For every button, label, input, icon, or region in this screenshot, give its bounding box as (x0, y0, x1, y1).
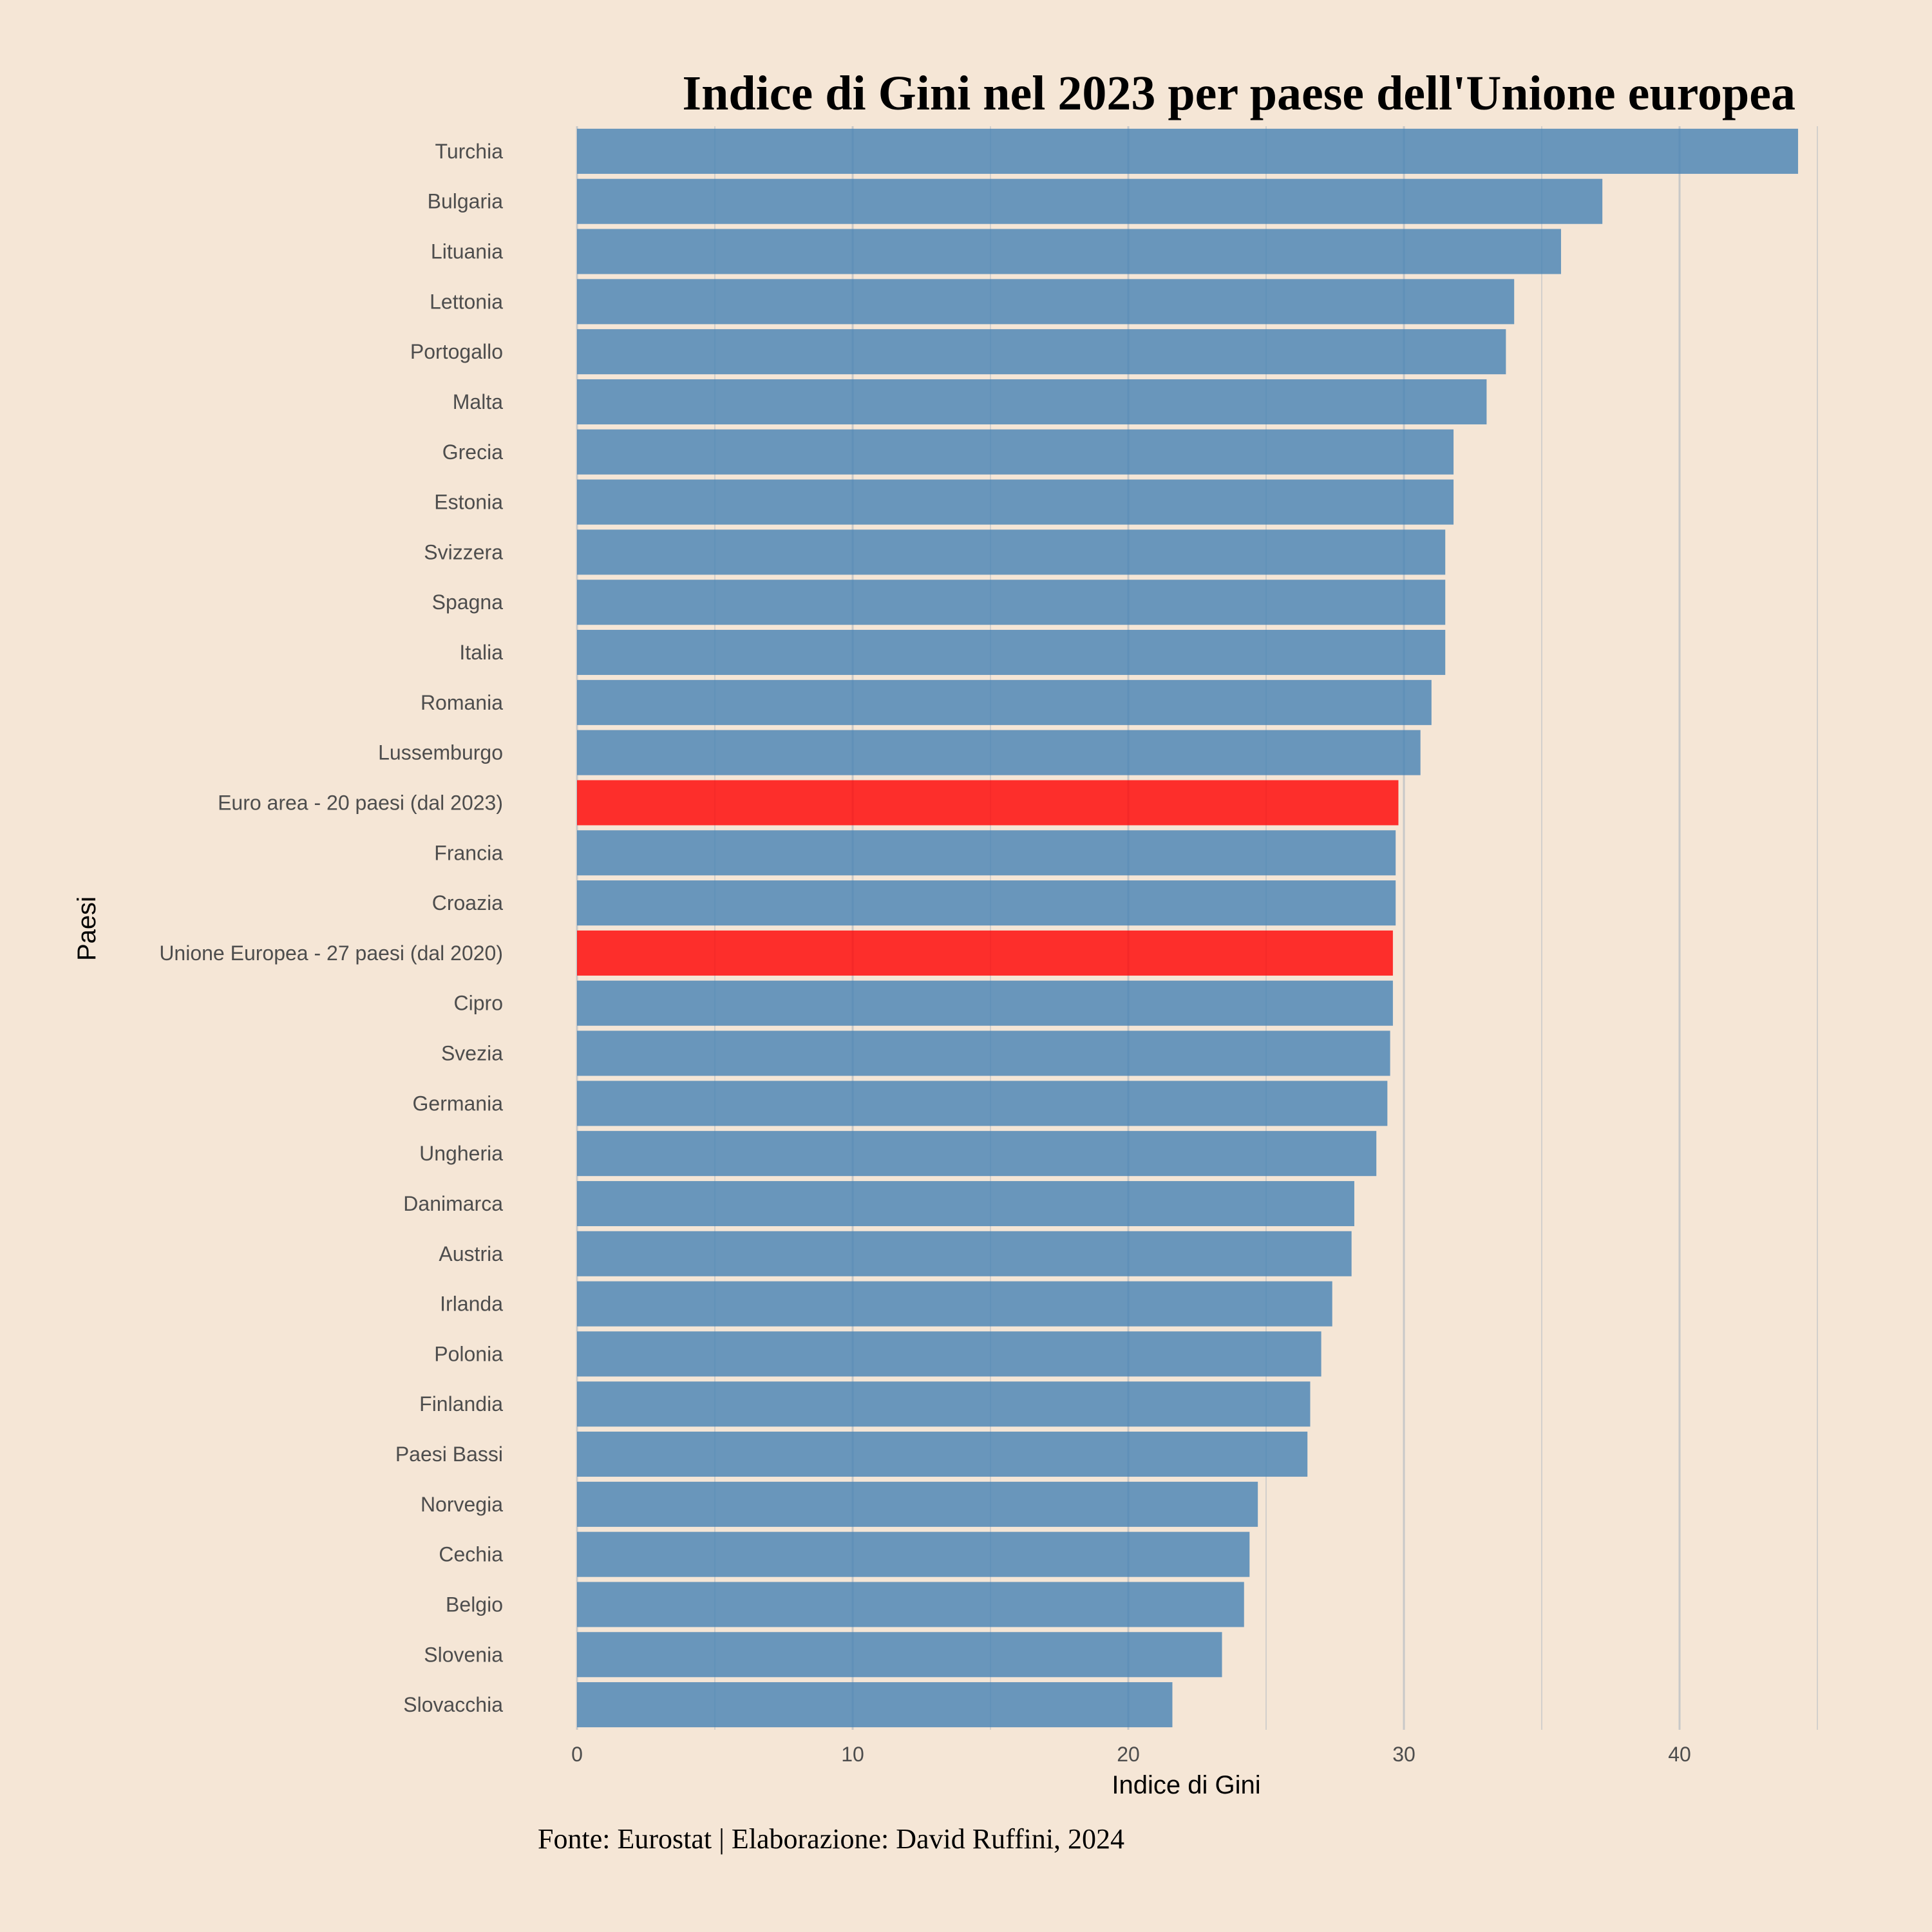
category-label: Estonia (434, 491, 503, 514)
chart-caption: Fonte: Eurostat | Elaborazione: David Ru… (538, 1823, 1124, 1855)
x-axis-tick-labels: 0 10 20 30 40 (571, 1743, 1691, 1766)
category-label: Romania (421, 691, 503, 714)
bar-finlandia (577, 1381, 1311, 1427)
category-label: Cechia (439, 1543, 503, 1566)
bar-malta (577, 379, 1487, 424)
category-label: Slovenia (424, 1643, 503, 1666)
bar-cipro (577, 980, 1393, 1026)
bar-paesi-bassi (577, 1432, 1308, 1477)
bar-belgio (577, 1582, 1244, 1627)
bar-germania (577, 1081, 1388, 1126)
bar-bulgaria (577, 178, 1603, 224)
bar-lettonia (577, 279, 1515, 325)
category-label: Turchia (435, 140, 503, 163)
bar-grecia (577, 429, 1454, 475)
category-label: Ungheria (419, 1142, 503, 1165)
bars (577, 128, 1799, 1728)
bar-unione-europea-27-paesi-dal-2020- (577, 930, 1393, 976)
category-label: Finlandia (419, 1392, 503, 1416)
bar-irlanda (577, 1281, 1332, 1327)
category-label: Slovacchia (403, 1693, 503, 1716)
bar-euro-area-20-paesi-dal-2023- (577, 780, 1399, 826)
category-label: Lituania (431, 240, 503, 263)
category-label: Lussemburgo (378, 741, 503, 764)
category-label: Portogallo (410, 340, 503, 363)
category-label: Svezia (441, 1042, 503, 1065)
bar-romania (577, 679, 1432, 725)
bar-cechia (577, 1531, 1250, 1577)
category-label: Spagna (432, 591, 504, 614)
y-axis-title: Paesi (73, 896, 101, 961)
category-label: Croazia (432, 891, 503, 914)
category-label: Irlanda (440, 1293, 503, 1316)
x-tick-label: 20 (1117, 1743, 1140, 1766)
bar-italia (577, 630, 1446, 676)
bar-lussemburgo (577, 730, 1421, 775)
category-label: Polonia (434, 1342, 503, 1365)
bar-croazia (577, 880, 1396, 926)
x-tick-label: 30 (1392, 1743, 1416, 1766)
bar-turchia (577, 128, 1799, 174)
x-axis-title: Indice di Gini (1112, 1771, 1260, 1799)
category-label: Lettonia (430, 290, 503, 313)
bar-norvegia (577, 1481, 1258, 1527)
bar-polonia (577, 1331, 1321, 1377)
category-label: Malta (453, 390, 503, 413)
bar-slovenia (577, 1632, 1222, 1678)
bar-portogallo (577, 329, 1506, 375)
category-label: Euro area - 20 paesi (dal 2023) (218, 791, 503, 814)
category-label: Austria (439, 1242, 503, 1265)
category-label: Paesi Bassi (395, 1443, 503, 1466)
bar-francia (577, 830, 1396, 876)
category-label: Grecia (442, 440, 503, 464)
chart-title: Indice di Gini nel 2023 per paese dell'U… (683, 66, 1795, 120)
category-label: Bulgaria (428, 190, 504, 213)
bar-ungheria (577, 1131, 1377, 1177)
bar-lituania (577, 229, 1561, 274)
x-tick-label: 10 (841, 1743, 864, 1766)
category-label: Danimarca (403, 1192, 503, 1215)
x-tick-label: 0 (571, 1743, 583, 1766)
category-labels: Turchia Bulgaria Lituania Lettonia Portogall… (159, 140, 503, 1716)
category-label: Germania (413, 1092, 504, 1115)
category-label: Italia (459, 641, 503, 664)
category-label: Francia (434, 841, 503, 864)
bar-austria (577, 1231, 1352, 1276)
bar-svezia (577, 1030, 1390, 1076)
category-label: Unione Europea - 27 paesi (dal 2020) (159, 942, 503, 965)
bar-slovacchia (577, 1682, 1173, 1728)
bar-danimarca (577, 1180, 1354, 1226)
category-label: Cipro (454, 992, 503, 1015)
category-label: Svizzera (424, 540, 503, 564)
category-label: Norvegia (421, 1493, 503, 1516)
bar-svizzera (577, 529, 1446, 575)
bar-estonia (577, 479, 1454, 525)
category-label: Belgio (446, 1593, 503, 1616)
x-tick-label: 40 (1668, 1743, 1691, 1766)
bar-spagna (577, 580, 1446, 625)
